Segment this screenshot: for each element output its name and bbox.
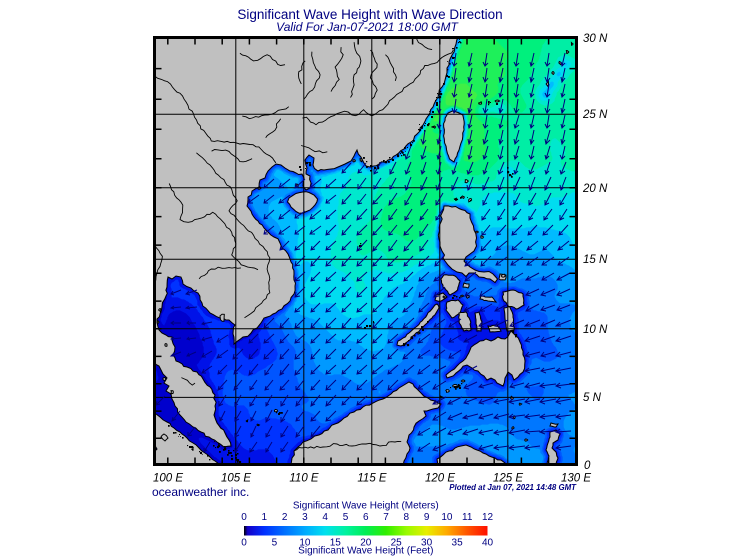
svg-text:110 E: 110 E <box>289 473 319 485</box>
svg-text:0: 0 <box>241 538 247 549</box>
svg-text:2: 2 <box>282 512 288 523</box>
svg-text:15: 15 <box>330 538 342 549</box>
svg-text:5 N: 5 N <box>583 392 602 404</box>
svg-text:oceanweather inc.: oceanweather inc. <box>152 485 249 499</box>
svg-text:115 E: 115 E <box>357 473 387 485</box>
svg-text:1: 1 <box>262 512 268 523</box>
svg-text:5: 5 <box>272 538 278 549</box>
svg-text:11: 11 <box>462 512 473 523</box>
svg-text:Significant Wave Height (Feet): Significant Wave Height (Feet) <box>298 546 433 557</box>
svg-text:125 E: 125 E <box>493 473 523 485</box>
svg-text:6: 6 <box>363 512 369 523</box>
svg-text:9: 9 <box>424 512 430 523</box>
svg-text:40: 40 <box>482 538 494 549</box>
svg-text:130 E: 130 E <box>561 473 591 485</box>
svg-text:5: 5 <box>343 512 349 523</box>
svg-text:0: 0 <box>584 460 591 472</box>
svg-text:20 N: 20 N <box>582 183 608 195</box>
svg-text:20: 20 <box>360 538 372 549</box>
svg-text:8: 8 <box>404 512 410 523</box>
svg-text:4: 4 <box>322 512 328 523</box>
svg-text:Significant Wave Height (Meter: Significant Wave Height (Meters) <box>293 501 439 512</box>
svg-text:Valid For Jan-07-2021 18:00 GM: Valid For Jan-07-2021 18:00 GMT <box>276 20 459 34</box>
svg-text:100 E: 100 E <box>153 473 183 485</box>
svg-text:3: 3 <box>302 512 308 523</box>
svg-text:120 E: 120 E <box>425 473 455 485</box>
svg-text:12: 12 <box>482 512 494 523</box>
svg-text:35: 35 <box>452 538 464 549</box>
svg-text:30: 30 <box>421 538 433 549</box>
svg-text:10: 10 <box>299 538 311 549</box>
svg-text:105 E: 105 E <box>221 473 251 485</box>
svg-text:Plotted at Jan 07, 2021 14:48: Plotted at Jan 07, 2021 14:48 GMT <box>449 483 577 492</box>
svg-text:15 N: 15 N <box>583 254 608 266</box>
svg-text:0: 0 <box>241 512 247 523</box>
svg-text:7: 7 <box>383 512 389 523</box>
svg-text:30 N: 30 N <box>583 33 608 45</box>
svg-text:Significant Wave Height with W: Significant Wave Height with Wave Direct… <box>237 7 502 22</box>
svg-text:25 N: 25 N <box>582 109 608 121</box>
svg-text:10: 10 <box>441 512 453 523</box>
svg-text:25: 25 <box>391 538 403 549</box>
svg-text:10 N: 10 N <box>583 324 608 336</box>
